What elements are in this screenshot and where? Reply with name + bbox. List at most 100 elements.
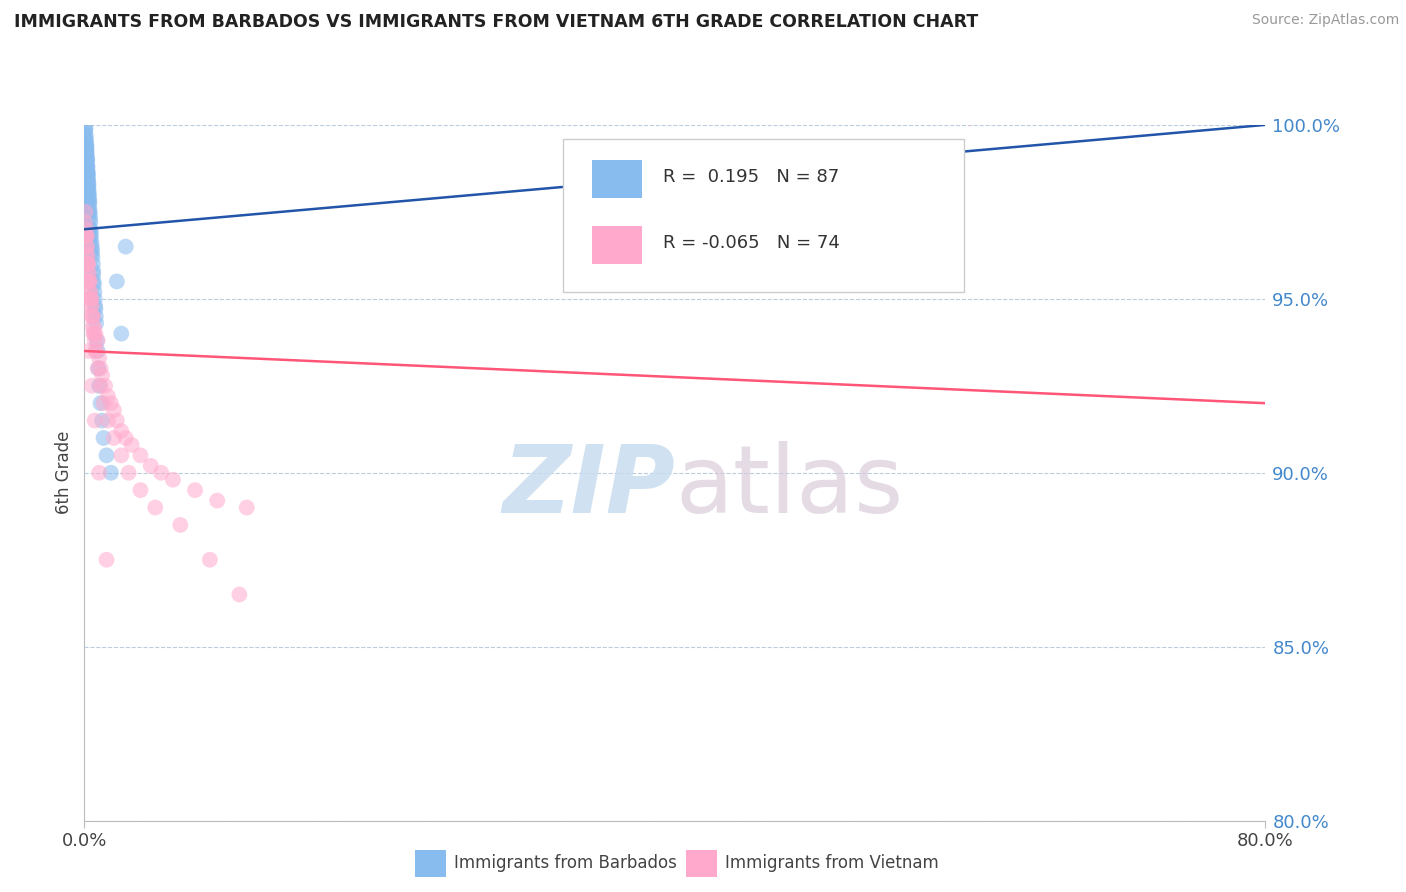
Point (83, 326, 105, 341)
Text: ZIP: ZIP (502, 441, 675, 533)
Point (83, 274, 105, 288)
Point (82, 257, 104, 271)
Point (84, 316, 107, 330)
Point (75, 149, 97, 163)
Point (150, 466, 173, 480)
Point (76, 156, 98, 170)
Point (90, 378, 112, 392)
Point (84, 343, 107, 358)
Point (76, 180, 98, 194)
Point (76, 229, 98, 244)
Point (89, 351, 111, 365)
Point (75, 153, 97, 167)
Point (114, 431, 136, 445)
Point (75, 125, 97, 139)
Point (94, 378, 117, 392)
Point (80, 246, 103, 260)
Point (90, 396, 112, 410)
Point (84, 326, 107, 341)
Point (79, 292, 101, 306)
Point (77, 180, 100, 194)
Point (84, 343, 107, 358)
Point (76, 145, 98, 160)
Point (79, 274, 101, 288)
Point (93, 396, 115, 410)
Point (97, 413, 120, 427)
Point (83, 334, 105, 348)
Point (80, 243, 103, 257)
Point (77, 202, 100, 216)
Point (77, 268, 100, 282)
Y-axis label: 6th Grade: 6th Grade (55, 431, 73, 515)
Point (75, 121, 97, 136)
Point (75, 145, 97, 160)
Point (184, 483, 207, 497)
Point (76, 250, 98, 264)
Point (76, 229, 98, 244)
Point (77, 177, 100, 191)
Point (86, 343, 108, 358)
Point (80, 226, 103, 240)
Point (75, 121, 97, 136)
Point (75, 138, 97, 153)
Point (80, 299, 103, 313)
Point (76, 246, 98, 260)
Point (77, 257, 100, 271)
Point (79, 222, 101, 236)
Point (89, 466, 111, 480)
Point (75, 138, 97, 153)
Point (75, 135, 97, 149)
Point (114, 239, 136, 253)
Point (79, 211, 101, 226)
Point (75, 222, 97, 236)
Point (75, 149, 97, 163)
Point (110, 448, 132, 462)
Point (84, 302, 107, 317)
Point (205, 493, 228, 508)
Point (80, 309, 103, 323)
Point (77, 285, 100, 299)
Point (76, 167, 98, 181)
Point (76, 167, 98, 181)
Point (80, 229, 103, 244)
Point (75, 128, 97, 143)
Point (121, 438, 143, 452)
Text: IMMIGRANTS FROM BARBADOS VS IMMIGRANTS FROM VIETNAM 6TH GRADE CORRELATION CHART: IMMIGRANTS FROM BARBADOS VS IMMIGRANTS F… (14, 13, 979, 31)
Point (77, 257, 100, 271)
Text: R = -0.065   N = 74: R = -0.065 N = 74 (664, 235, 839, 252)
Point (77, 177, 100, 191)
Point (105, 274, 128, 288)
Point (118, 466, 141, 480)
Point (79, 222, 101, 236)
Point (80, 378, 103, 392)
Point (75, 135, 97, 149)
Point (79, 208, 101, 222)
Point (76, 153, 98, 167)
Point (76, 153, 98, 167)
Point (76, 169, 98, 184)
Point (162, 473, 184, 487)
Point (86, 361, 108, 376)
Point (75, 142, 97, 156)
Point (83, 292, 105, 306)
Point (80, 299, 103, 313)
Point (77, 264, 100, 278)
Point (959, 111, 981, 125)
Point (84, 299, 107, 313)
Point (75, 204, 97, 219)
Point (143, 500, 166, 515)
Point (91, 413, 114, 427)
Point (76, 149, 98, 163)
Bar (592, 226, 641, 264)
Point (79, 194, 101, 209)
Point (84, 309, 107, 323)
Point (100, 396, 122, 410)
Point (77, 191, 100, 205)
Text: R =  0.195   N = 87: R = 0.195 N = 87 (664, 168, 839, 186)
Text: Immigrants from Vietnam: Immigrants from Vietnam (725, 855, 939, 872)
Point (77, 274, 100, 288)
Point (75, 215, 97, 229)
Point (139, 458, 162, 473)
Point (103, 431, 125, 445)
Point (76, 239, 98, 253)
